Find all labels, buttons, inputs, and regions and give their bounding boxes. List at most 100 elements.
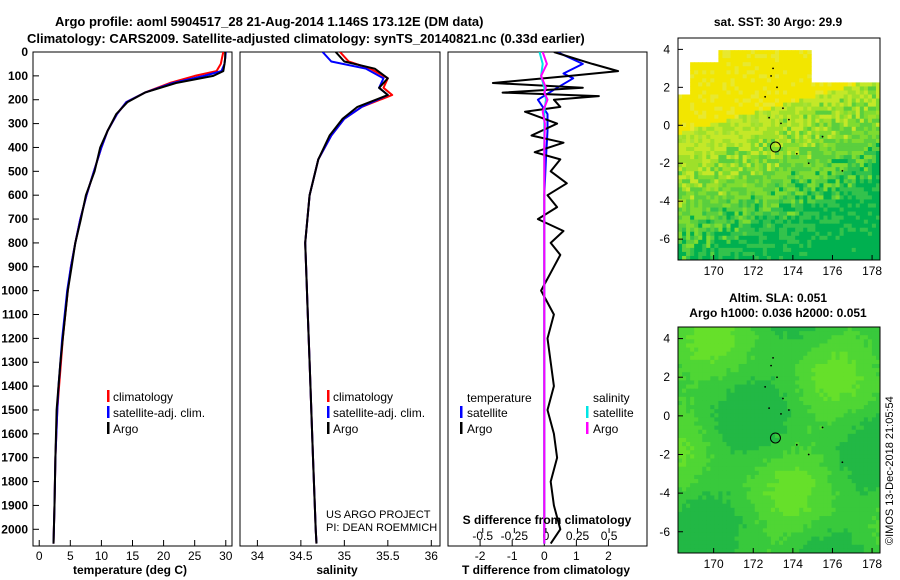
map-cell — [686, 187, 691, 192]
map-cell — [875, 380, 880, 385]
map-cell — [855, 122, 861, 128]
map-cell — [859, 130, 865, 136]
map-cell — [754, 483, 760, 488]
map-cell — [819, 351, 824, 357]
map-cell — [847, 86, 853, 91]
map-cell — [815, 405, 820, 410]
map-cell — [730, 207, 735, 212]
map-cell — [690, 235, 695, 241]
map-cell — [871, 363, 877, 369]
map-cell — [714, 94, 719, 99]
map-cell — [722, 223, 727, 229]
map-cell — [690, 66, 695, 71]
map-cell — [811, 351, 816, 357]
map-cell — [750, 163, 756, 168]
map-cell — [875, 425, 880, 431]
map-cell — [750, 231, 756, 237]
map-cell — [738, 114, 744, 120]
map-cell — [702, 396, 707, 402]
map-cell — [754, 520, 760, 525]
map-cell — [754, 90, 760, 95]
map-cell — [823, 413, 828, 418]
island-dot — [776, 86, 778, 89]
map-cell — [807, 130, 812, 136]
map-cell — [774, 58, 780, 63]
map-cell — [783, 331, 788, 336]
map-cell — [746, 102, 752, 108]
map-cell — [823, 227, 828, 233]
map-cell — [730, 470, 735, 476]
map-cell — [815, 335, 820, 340]
map-cell — [843, 110, 849, 116]
map-cell — [859, 134, 865, 140]
map-cell — [722, 251, 727, 257]
map-cell — [819, 392, 824, 398]
map-cell — [799, 483, 804, 488]
map-cell — [754, 359, 760, 365]
map-cell — [795, 351, 800, 357]
map-cell — [827, 359, 832, 365]
map-cell — [742, 355, 748, 361]
map-cell — [791, 251, 796, 257]
map-cell — [774, 458, 780, 463]
map-cell — [706, 417, 711, 422]
map-cell — [766, 179, 772, 184]
map-cell — [839, 409, 845, 414]
map-cell — [831, 499, 836, 505]
s-tick-label: -0.25 — [501, 529, 529, 543]
map-cell — [762, 425, 768, 431]
map-cell — [686, 163, 691, 168]
map-cell — [835, 155, 840, 160]
map-cell — [762, 339, 768, 344]
map-cell — [835, 223, 840, 229]
map-cell — [779, 62, 784, 67]
map-cell — [754, 134, 760, 140]
map-cell — [819, 520, 824, 525]
map-cell — [702, 163, 707, 168]
map-cell — [738, 466, 744, 472]
map-cell — [863, 425, 869, 431]
map-cell — [770, 110, 776, 116]
map-cell — [795, 203, 800, 208]
map-cell — [831, 425, 836, 431]
map-cell — [730, 50, 735, 55]
map-cell — [835, 146, 840, 152]
map-cell — [795, 507, 800, 513]
map-cell — [770, 392, 776, 398]
map-cell — [694, 524, 699, 529]
map-cell — [847, 106, 853, 112]
map-cell — [831, 203, 836, 208]
map-cell — [742, 231, 748, 237]
map-cell — [746, 450, 752, 455]
map-cell — [722, 417, 727, 422]
map-cell — [702, 405, 707, 410]
map-cell — [875, 163, 880, 168]
map-cell — [682, 421, 687, 427]
map-cell — [847, 247, 853, 253]
map-cell — [859, 183, 865, 188]
map-cell — [863, 400, 869, 406]
map-cell — [722, 207, 727, 212]
map-cell — [774, 405, 780, 410]
map-cell — [855, 376, 861, 381]
map-cell — [803, 191, 808, 196]
map-cell — [698, 203, 703, 208]
map-cell — [827, 191, 832, 196]
map-cell — [783, 343, 788, 348]
map-cell — [823, 474, 828, 480]
x-tick-label: 20 — [157, 549, 171, 563]
map-cell — [714, 384, 719, 390]
map-cell — [791, 433, 796, 439]
map-cell — [690, 239, 695, 245]
map-cell — [694, 495, 699, 500]
map-cell — [859, 327, 865, 332]
map-cell — [867, 388, 873, 394]
map-cell — [859, 495, 865, 500]
map-cell — [730, 380, 735, 385]
map-cell — [867, 203, 873, 208]
map-cell — [738, 134, 744, 140]
map-cell — [718, 462, 723, 468]
map-cell — [730, 516, 735, 521]
map-cell — [831, 215, 836, 221]
map-cell — [855, 483, 861, 488]
